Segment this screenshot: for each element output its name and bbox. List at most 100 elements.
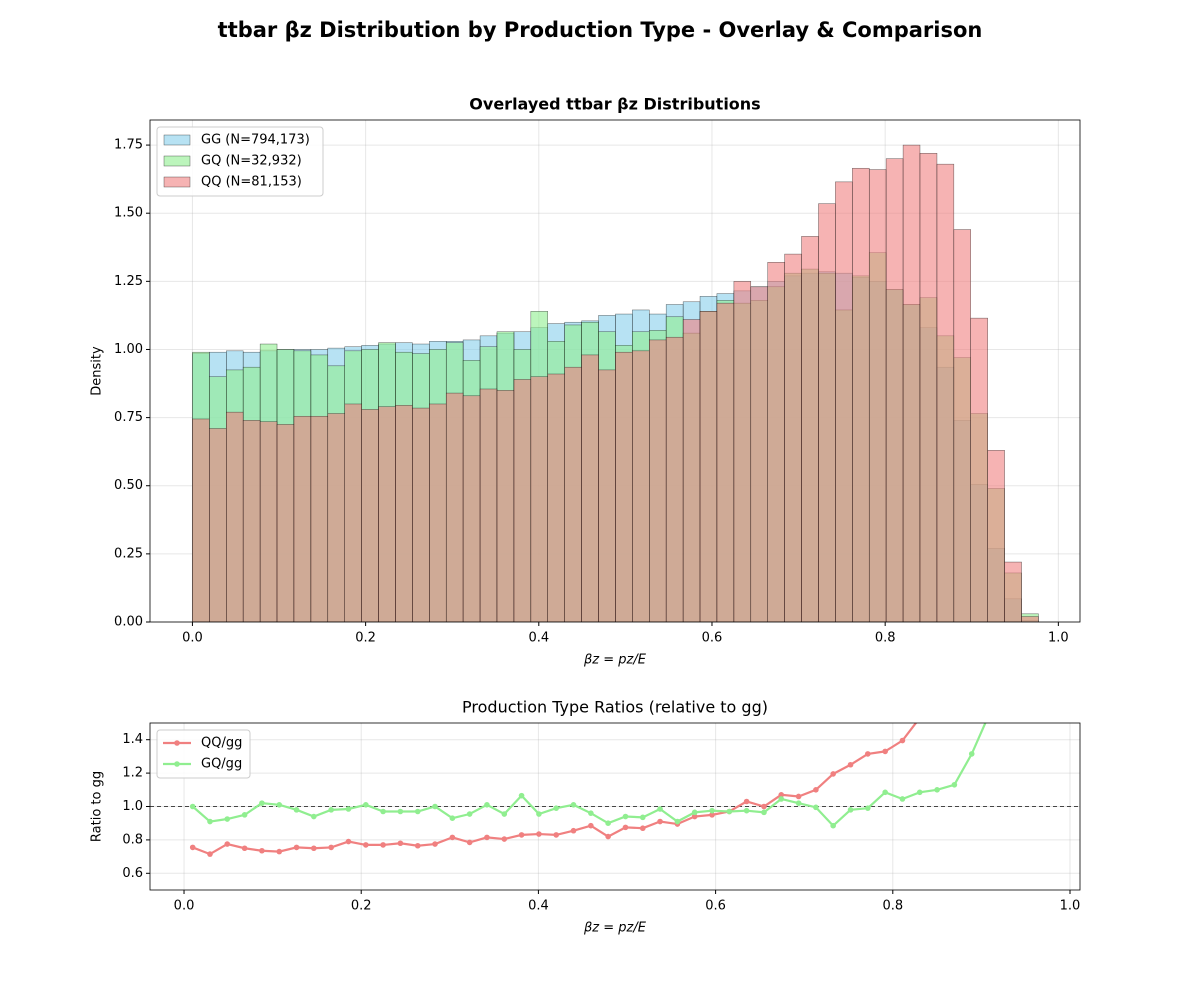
ratio-point	[795, 793, 802, 800]
axes-title: Production Type Ratios (relative to gg)	[462, 698, 768, 717]
histogram-bar	[1004, 561, 1022, 622]
y-tick-label: 0.8	[122, 832, 143, 847]
ratio-point	[795, 800, 802, 806]
ratio-point	[813, 804, 819, 811]
histogram-bar	[665, 336, 684, 622]
ratio-point	[241, 845, 248, 852]
histogram-bar	[344, 403, 362, 622]
ratio-point	[189, 803, 196, 810]
ratio-point	[622, 824, 629, 831]
legend-swatch	[163, 134, 191, 146]
y-tick-label: 1.75	[114, 138, 143, 153]
y-tick-label: 1.50	[114, 206, 143, 221]
histogram-bar	[784, 253, 802, 622]
y-tick-label: 1.0	[122, 799, 143, 814]
ratio-point	[1038, 470, 1044, 476]
ratio-point	[691, 813, 698, 820]
ratio-point	[570, 802, 577, 808]
ratio-point	[986, 712, 992, 718]
legend-label: GQ (N=32,932)	[201, 154, 302, 169]
ratio-point	[380, 808, 386, 815]
y-tick-label: 0.75	[114, 410, 143, 425]
ratio-point	[882, 789, 888, 796]
ratio-point	[501, 836, 508, 842]
axes-title: Overlayed ttbar βz Distributions	[469, 95, 760, 114]
ratio-point	[657, 806, 663, 812]
x-tick-label: 0.8	[882, 899, 903, 914]
ratio-point	[553, 805, 560, 811]
y-tick-label: 0.00	[114, 615, 143, 630]
ratio-point	[1038, 303, 1044, 309]
x-tick-label: 0.0	[174, 899, 195, 914]
ratio-point	[778, 796, 785, 802]
legend-marker	[174, 761, 180, 767]
histogram-bar	[987, 450, 1005, 622]
histogram-bar	[479, 388, 498, 622]
histogram-bar	[835, 181, 853, 622]
histogram-bar	[936, 163, 955, 622]
x-tick-label: 0.2	[355, 631, 376, 646]
legend-label: GQ/gg	[201, 757, 242, 772]
ratio-line	[192, 723, 918, 856]
histogram-bar	[496, 390, 515, 622]
histogram-bar	[226, 411, 244, 622]
ratio-point	[605, 833, 611, 840]
ratio-point	[916, 789, 923, 796]
ratio-point	[345, 838, 352, 845]
ratio-point	[293, 807, 300, 813]
x-tick-label: 0.8	[875, 631, 896, 646]
histogram-bar	[615, 351, 633, 622]
ratio-point	[847, 807, 854, 813]
ratio-point	[293, 844, 300, 851]
ratio-point	[380, 842, 386, 848]
histogram-bar	[919, 152, 938, 622]
histogram-bar	[445, 392, 464, 622]
ratio-point	[207, 851, 213, 857]
ratio-point	[224, 841, 231, 847]
ratio-point	[847, 761, 854, 768]
ratio-point	[899, 796, 906, 802]
ratio-point	[259, 847, 265, 854]
histogram-bar	[733, 281, 752, 622]
y-tick-label: 1.25	[114, 274, 143, 289]
axes-frame	[149, 119, 1081, 623]
ratio-point	[622, 813, 629, 820]
ratio-point	[865, 805, 871, 811]
ratio-point	[518, 832, 525, 838]
ratio-point	[224, 816, 231, 822]
ratio-point	[605, 820, 611, 826]
ratio-point	[726, 808, 733, 815]
ratio-point	[241, 812, 248, 818]
ratio-point	[761, 809, 767, 816]
ratio-point	[466, 811, 473, 817]
legend-label: GG (N=794,173)	[201, 133, 310, 148]
ratio-point	[639, 825, 646, 832]
legend-label: QQ (N=81,153)	[201, 175, 302, 190]
histogram-bar	[716, 302, 735, 622]
histogram-bar	[953, 229, 971, 622]
y-tick-label: 1.2	[122, 766, 143, 781]
ratio-point	[899, 737, 906, 744]
ratio-point	[968, 751, 975, 757]
histogram-bar	[530, 376, 548, 622]
histogram-bar	[852, 167, 870, 622]
legend-swatch	[163, 155, 191, 167]
ratio-point	[588, 822, 594, 829]
ratio-point	[917, 715, 923, 721]
y-axis-label: Ratio to gg	[90, 771, 105, 842]
ratio-point	[588, 810, 594, 816]
ratio-point	[518, 792, 525, 799]
x-tick-label: 0.0	[182, 631, 203, 646]
histogram-bar	[259, 421, 278, 622]
ratio-point	[484, 802, 490, 808]
ratio-point	[414, 842, 421, 849]
ratio-point	[830, 771, 836, 777]
histogram-bar	[310, 415, 329, 622]
ratio-point	[466, 839, 473, 846]
histogram-bar	[547, 373, 565, 622]
histogram-bar	[818, 203, 836, 622]
histogram-bar	[564, 366, 582, 622]
plot-area	[192, 144, 1039, 622]
histogram-bar	[699, 311, 718, 622]
